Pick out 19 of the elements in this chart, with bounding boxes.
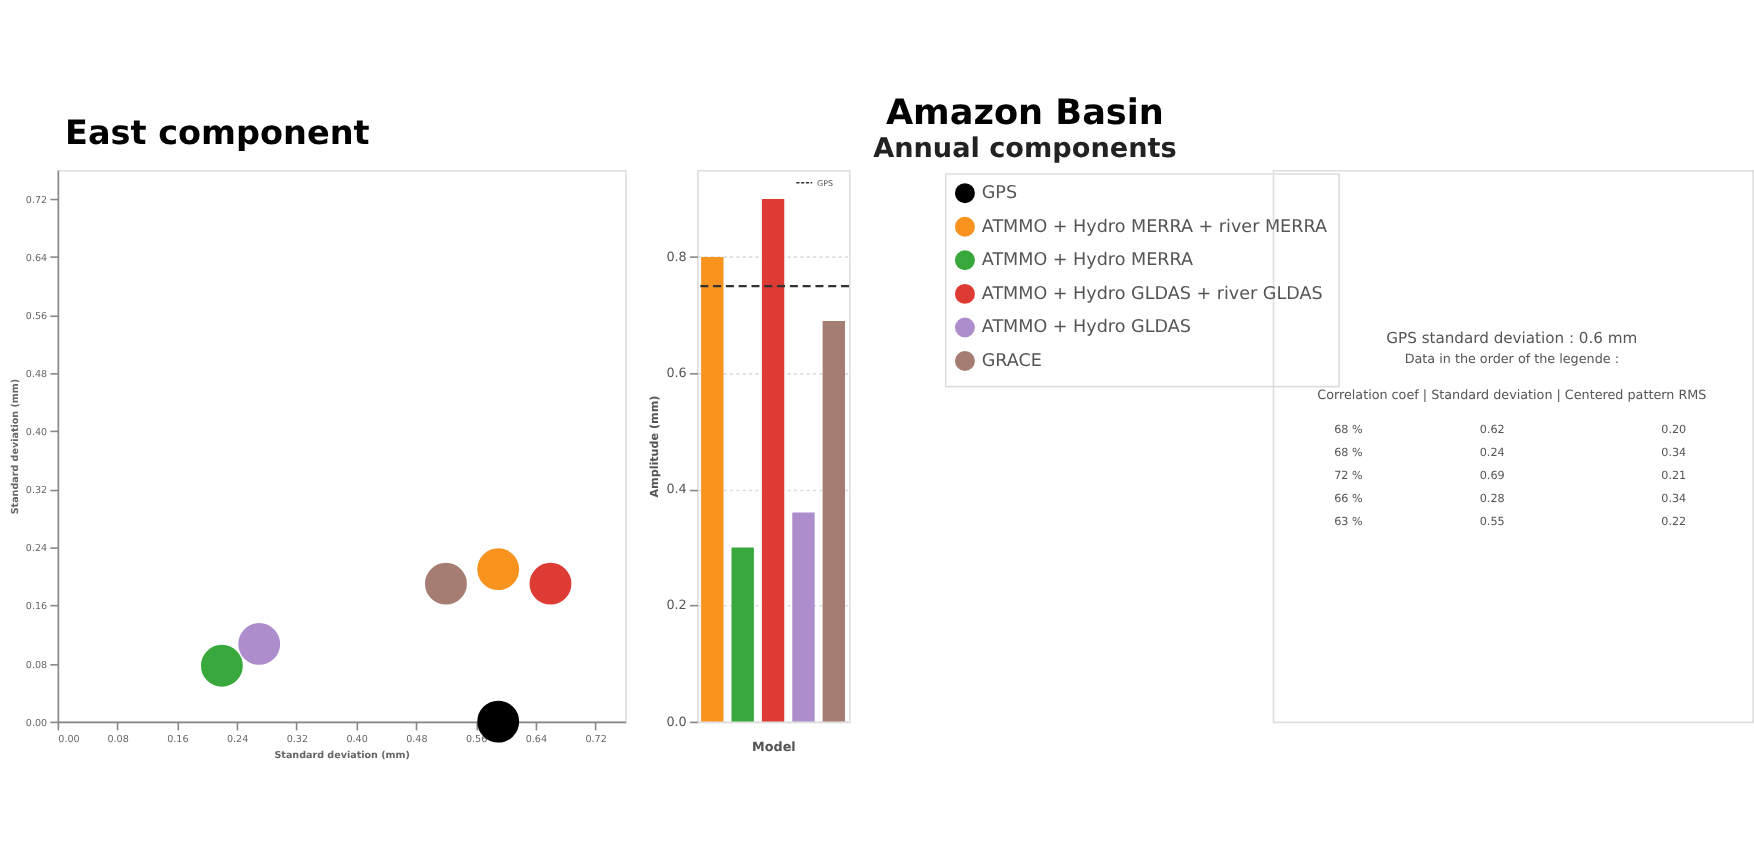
bar bbox=[731, 547, 754, 722]
legend-label: ATMMO + Hydro GLDAS + river GLDAS bbox=[981, 284, 1324, 305]
legend-label: GPS bbox=[981, 183, 1018, 204]
bar bbox=[761, 199, 785, 722]
legend-label: ATMMO + Hydro MERRA bbox=[981, 251, 1194, 272]
point bbox=[529, 562, 572, 605]
bar bbox=[701, 257, 724, 722]
point bbox=[200, 644, 243, 687]
point bbox=[238, 623, 281, 665]
bar bbox=[822, 320, 846, 722]
point bbox=[477, 548, 520, 591]
legend-label: GRACE bbox=[981, 351, 1042, 372]
bar bbox=[792, 512, 815, 722]
legend-label: ATMMO + Hydro MERRA + river MERRA bbox=[981, 217, 1327, 238]
chart-title: East component bbox=[64, 112, 370, 153]
point bbox=[425, 562, 467, 605]
text: Annual components bbox=[873, 133, 1177, 166]
text: Amazon Basin bbox=[885, 93, 1164, 134]
legend-label: ATMMO + Hydro GLDAS bbox=[981, 318, 1192, 339]
